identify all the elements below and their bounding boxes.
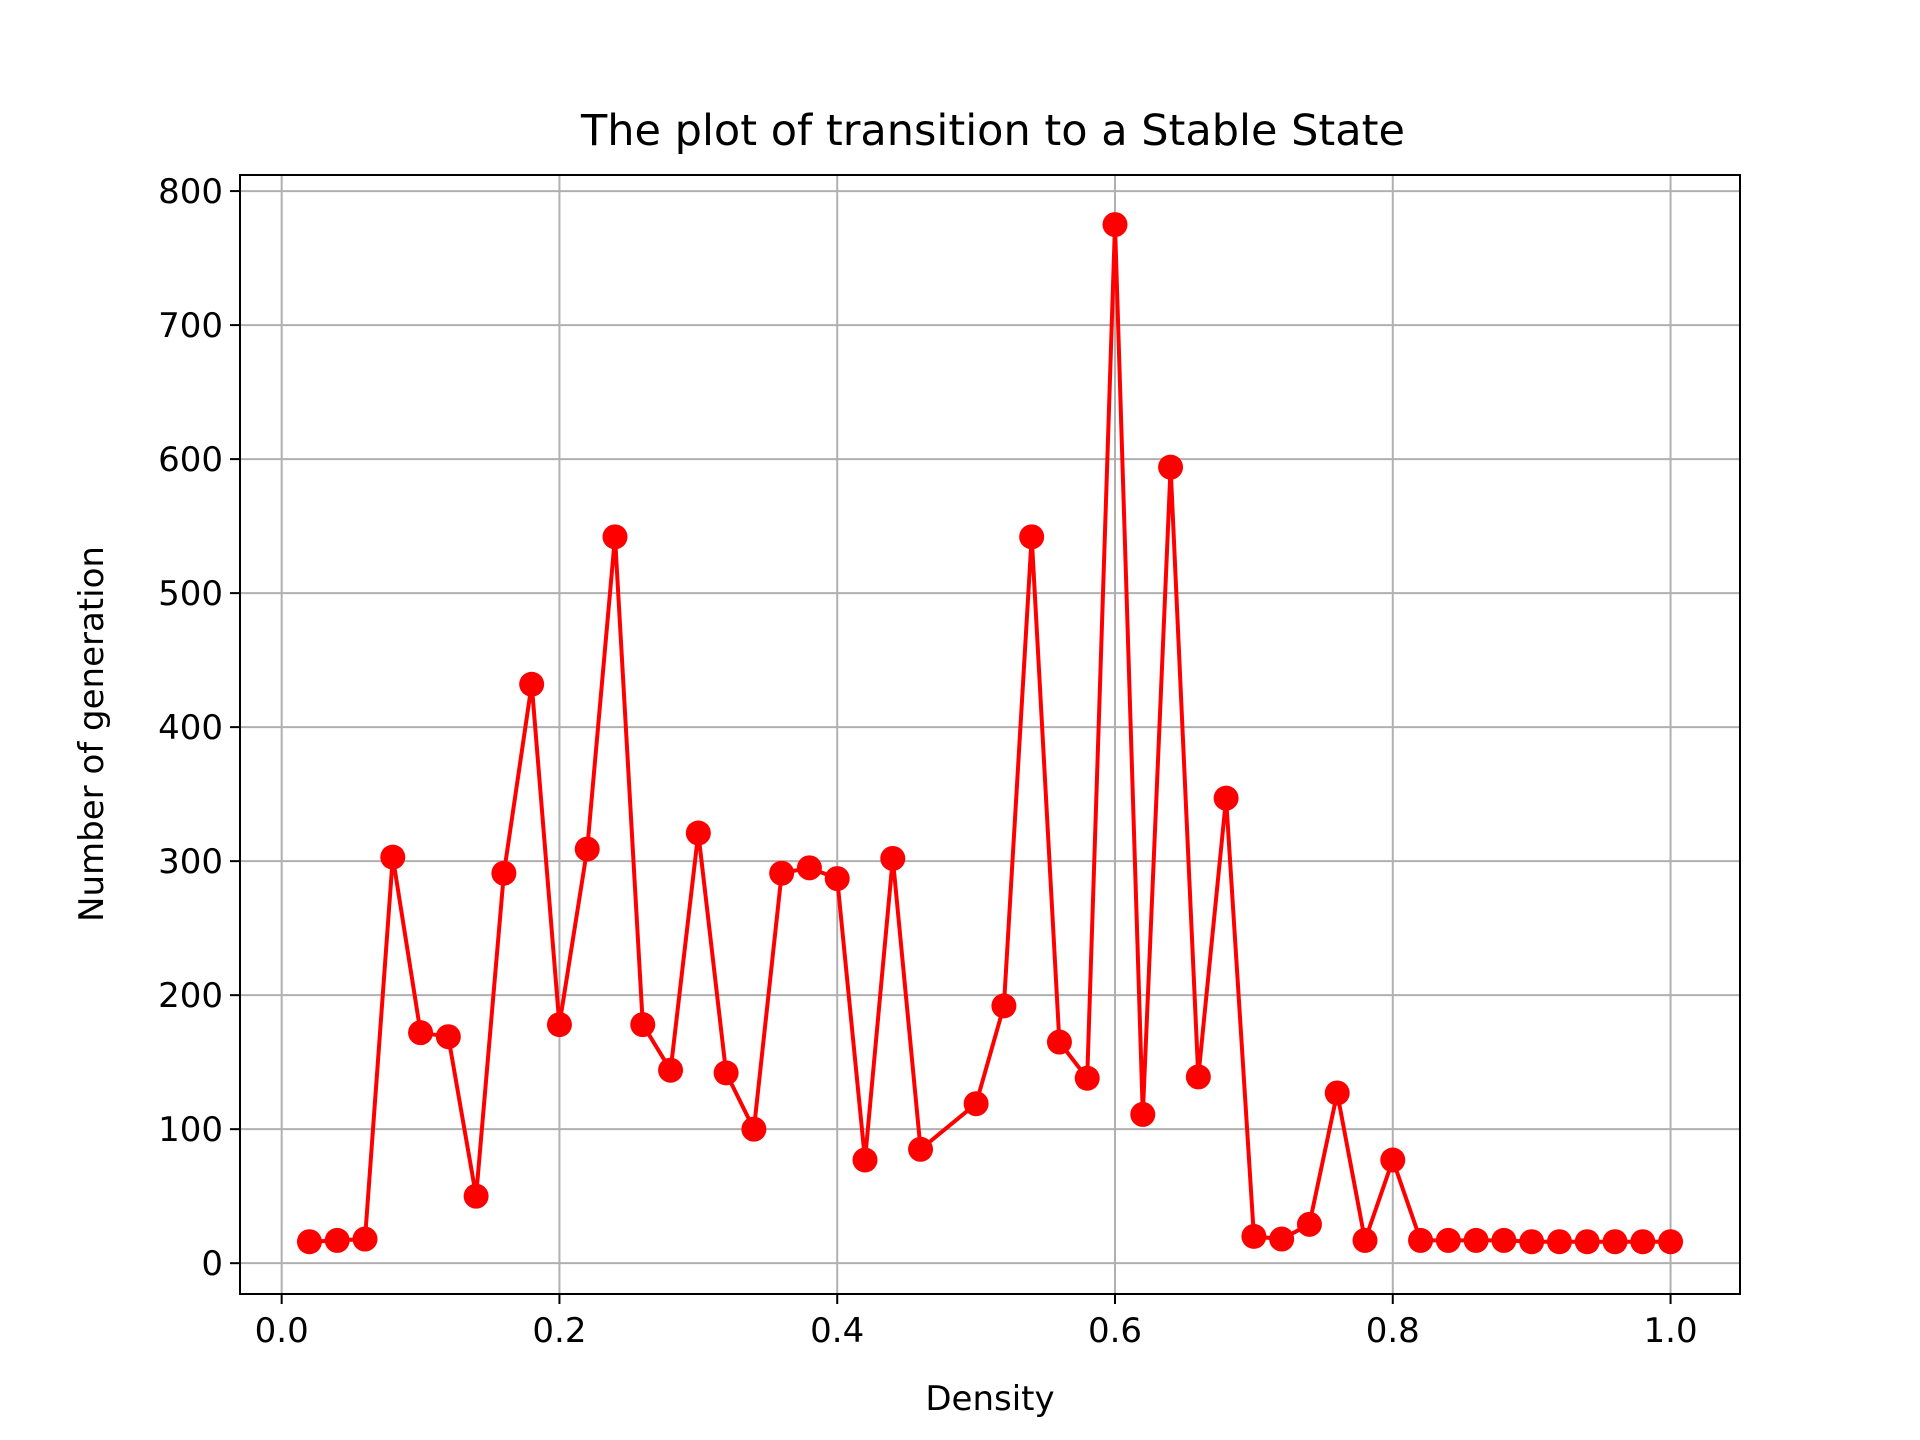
data-point (1158, 454, 1184, 480)
y-tick-label: 400 (158, 708, 223, 748)
data-point (1102, 212, 1128, 238)
data-point (296, 1229, 322, 1255)
y-tick-label: 300 (158, 842, 223, 882)
data-point (630, 1012, 656, 1038)
plot-frame (239, 174, 1741, 1295)
data-point (1546, 1229, 1572, 1255)
chart-title: The plot of transition to a Stable State (580, 106, 1405, 156)
x-tick-label: 1.0 (1644, 1311, 1698, 1351)
data-point (713, 1060, 739, 1086)
x-tick-label: 0.0 (255, 1311, 309, 1351)
y-tick-label: 500 (158, 574, 223, 614)
data-point (1185, 1064, 1211, 1090)
data-point (1074, 1065, 1100, 1091)
data-point (352, 1226, 378, 1252)
data-point (1296, 1211, 1322, 1237)
data-point (380, 844, 406, 870)
x-tick-label: 0.6 (1088, 1311, 1142, 1351)
data-point (1213, 785, 1239, 811)
data-point (1602, 1229, 1628, 1255)
y-axis-ticks: 0 100 200 300 400 500 600 700 800 (158, 172, 240, 1284)
x-axis-label: Density (925, 1379, 1054, 1419)
data-point (1019, 524, 1045, 550)
data-point (491, 860, 517, 886)
data-point (658, 1057, 684, 1083)
data-point (824, 866, 850, 892)
data-point (1130, 1101, 1156, 1127)
data-point (796, 855, 822, 881)
data-point (1408, 1227, 1434, 1253)
data-point (1658, 1229, 1684, 1255)
data-point (1630, 1229, 1656, 1255)
y-tick-label: 100 (158, 1110, 223, 1150)
data-point (880, 845, 906, 871)
y-tick-label: 200 (158, 976, 223, 1016)
data-point (546, 1012, 572, 1038)
data-point (574, 836, 600, 862)
y-tick-label: 600 (158, 440, 223, 480)
grid-lines (240, 175, 1740, 1294)
data-point (963, 1091, 989, 1117)
x-tick-label: 0.2 (532, 1311, 586, 1351)
data-point (1435, 1227, 1461, 1253)
data-point (1574, 1229, 1600, 1255)
y-tick-label: 800 (158, 172, 223, 212)
series-group (296, 212, 1684, 1255)
data-point (602, 524, 628, 550)
y-tick-label: 700 (158, 306, 223, 346)
x-axis-ticks: 0.0 0.2 0.4 0.6 0.8 1.0 (255, 1294, 1698, 1351)
data-point (1380, 1147, 1406, 1173)
data-point (324, 1227, 350, 1253)
data-point (1491, 1227, 1517, 1253)
y-tick-label: 0 (201, 1244, 223, 1284)
data-point (1519, 1229, 1545, 1255)
data-point (1241, 1223, 1267, 1249)
data-point (1463, 1227, 1489, 1253)
data-point (435, 1024, 461, 1050)
x-tick-label: 0.8 (1366, 1311, 1420, 1351)
data-point (991, 993, 1017, 1019)
y-axis-label: Number of generation (72, 546, 112, 922)
data-point (908, 1136, 934, 1162)
data-point (408, 1020, 434, 1046)
data-point (1269, 1226, 1295, 1252)
data-point (1352, 1227, 1378, 1253)
data-point (741, 1116, 767, 1142)
x-tick-label: 0.4 (810, 1311, 864, 1351)
data-point (1324, 1080, 1350, 1106)
data-point (852, 1147, 878, 1173)
data-point (519, 671, 545, 697)
data-point (769, 860, 795, 886)
data-point (685, 820, 711, 846)
data-point (463, 1183, 489, 1209)
data-point (1046, 1029, 1072, 1055)
